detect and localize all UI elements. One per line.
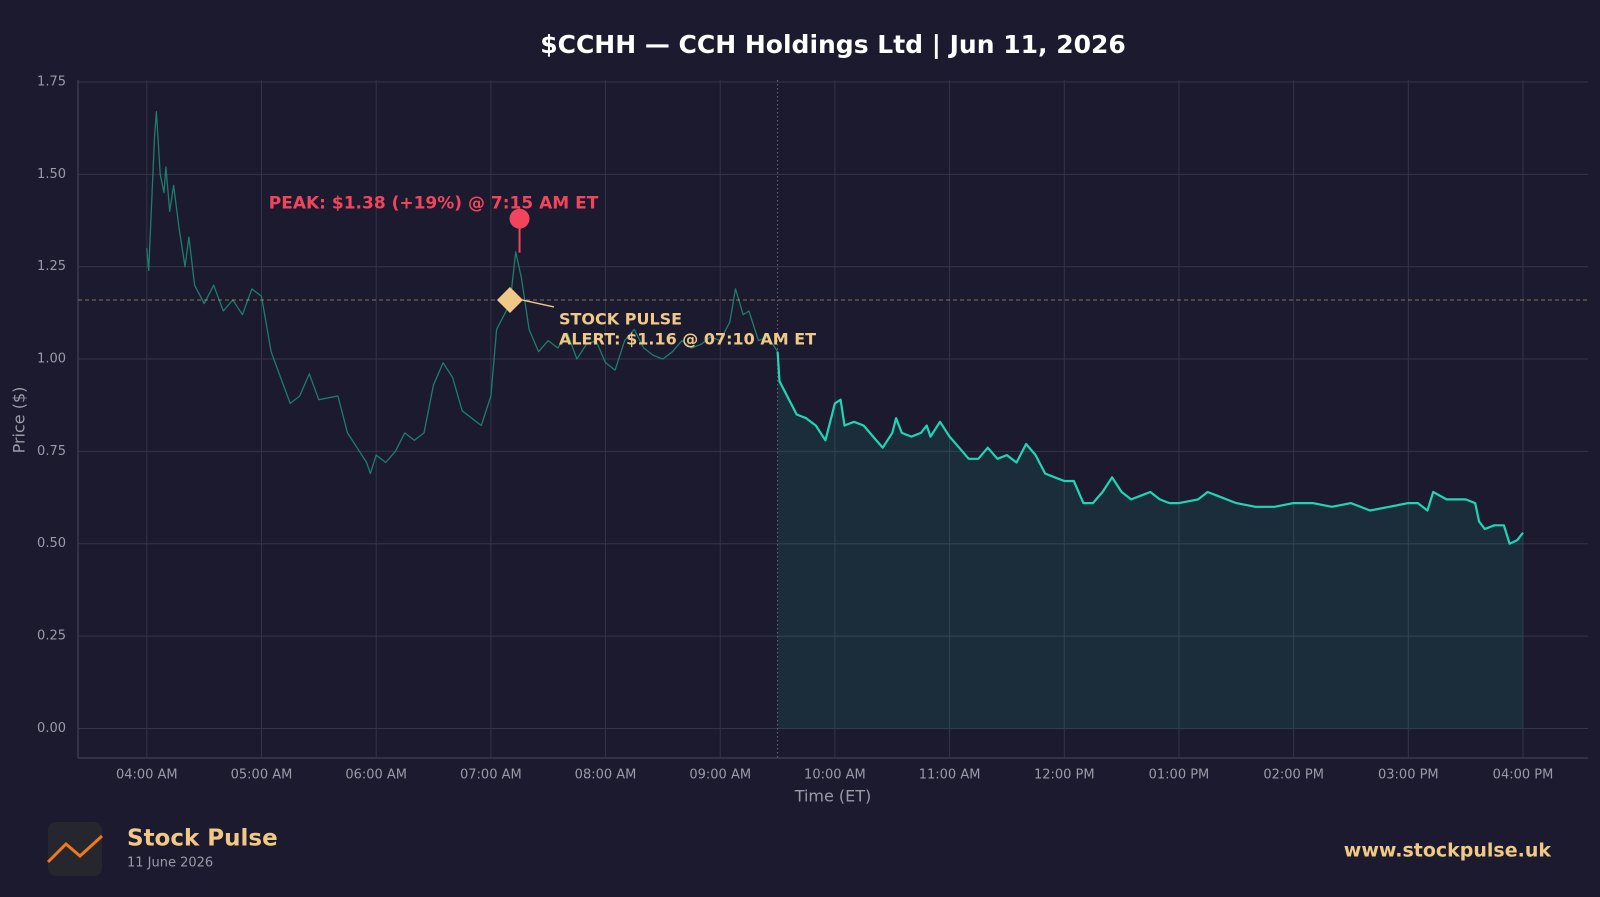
y-tick-label: 0.50 — [37, 536, 66, 551]
y-tick-label: 0.75 — [37, 444, 66, 459]
footer-date: 11 June 2026 — [127, 856, 213, 871]
y-tick-label: 1.00 — [37, 352, 66, 367]
alert-marker — [496, 286, 523, 313]
y-tick-label: 0.25 — [37, 629, 66, 644]
brand: Stock Pulse — [127, 826, 278, 852]
alert-label: ALERT: $1.16 @ 07:10 AM ET — [559, 329, 816, 348]
x-tick-label: 02:00 PM — [1263, 768, 1324, 783]
x-tick-label: 04:00 PM — [1493, 768, 1554, 783]
y-axis-label: Price ($) — [10, 387, 29, 454]
chart-title: $CCHH — CCH Holdings Ltd | Jun 11, 2026 — [540, 30, 1126, 59]
peak-label: PEAK: $1.38 (+19%) @ 7:15 AM ET — [269, 194, 599, 214]
x-tick-label: 01:00 PM — [1149, 768, 1210, 783]
y-tick-label: 1.50 — [37, 167, 66, 182]
logo — [46, 822, 104, 876]
x-tick-label: 03:00 PM — [1378, 768, 1439, 783]
x-axis-label: Time (ET) — [794, 787, 872, 806]
y-tick-label: 1.25 — [37, 259, 66, 274]
x-tick-label: 08:00 AM — [575, 768, 637, 783]
website: www.stockpulse.uk — [1344, 840, 1552, 862]
x-tick-label: 06:00 AM — [345, 768, 407, 783]
alert-label: STOCK PULSE — [559, 309, 682, 328]
x-tick-label: 05:00 AM — [231, 768, 293, 783]
line — [776, 351, 1524, 545]
x-tick-label: 04:00 AM — [116, 768, 178, 783]
y-tick-label: 1.75 — [37, 75, 66, 90]
area — [777, 351, 1523, 729]
y-tick-label: 0.00 — [37, 721, 66, 736]
x-tick-label: 10:00 AM — [804, 768, 866, 783]
line — [146, 110, 779, 475]
x-tick-label: 11:00 AM — [919, 768, 981, 783]
x-tick-label: 07:00 AM — [460, 768, 522, 783]
peak-marker — [509, 208, 530, 229]
x-tick-label: 09:00 AM — [689, 768, 751, 783]
x-tick-label: 12:00 PM — [1034, 768, 1095, 783]
grid — [78, 80, 1588, 758]
alert-connector — [521, 299, 555, 308]
